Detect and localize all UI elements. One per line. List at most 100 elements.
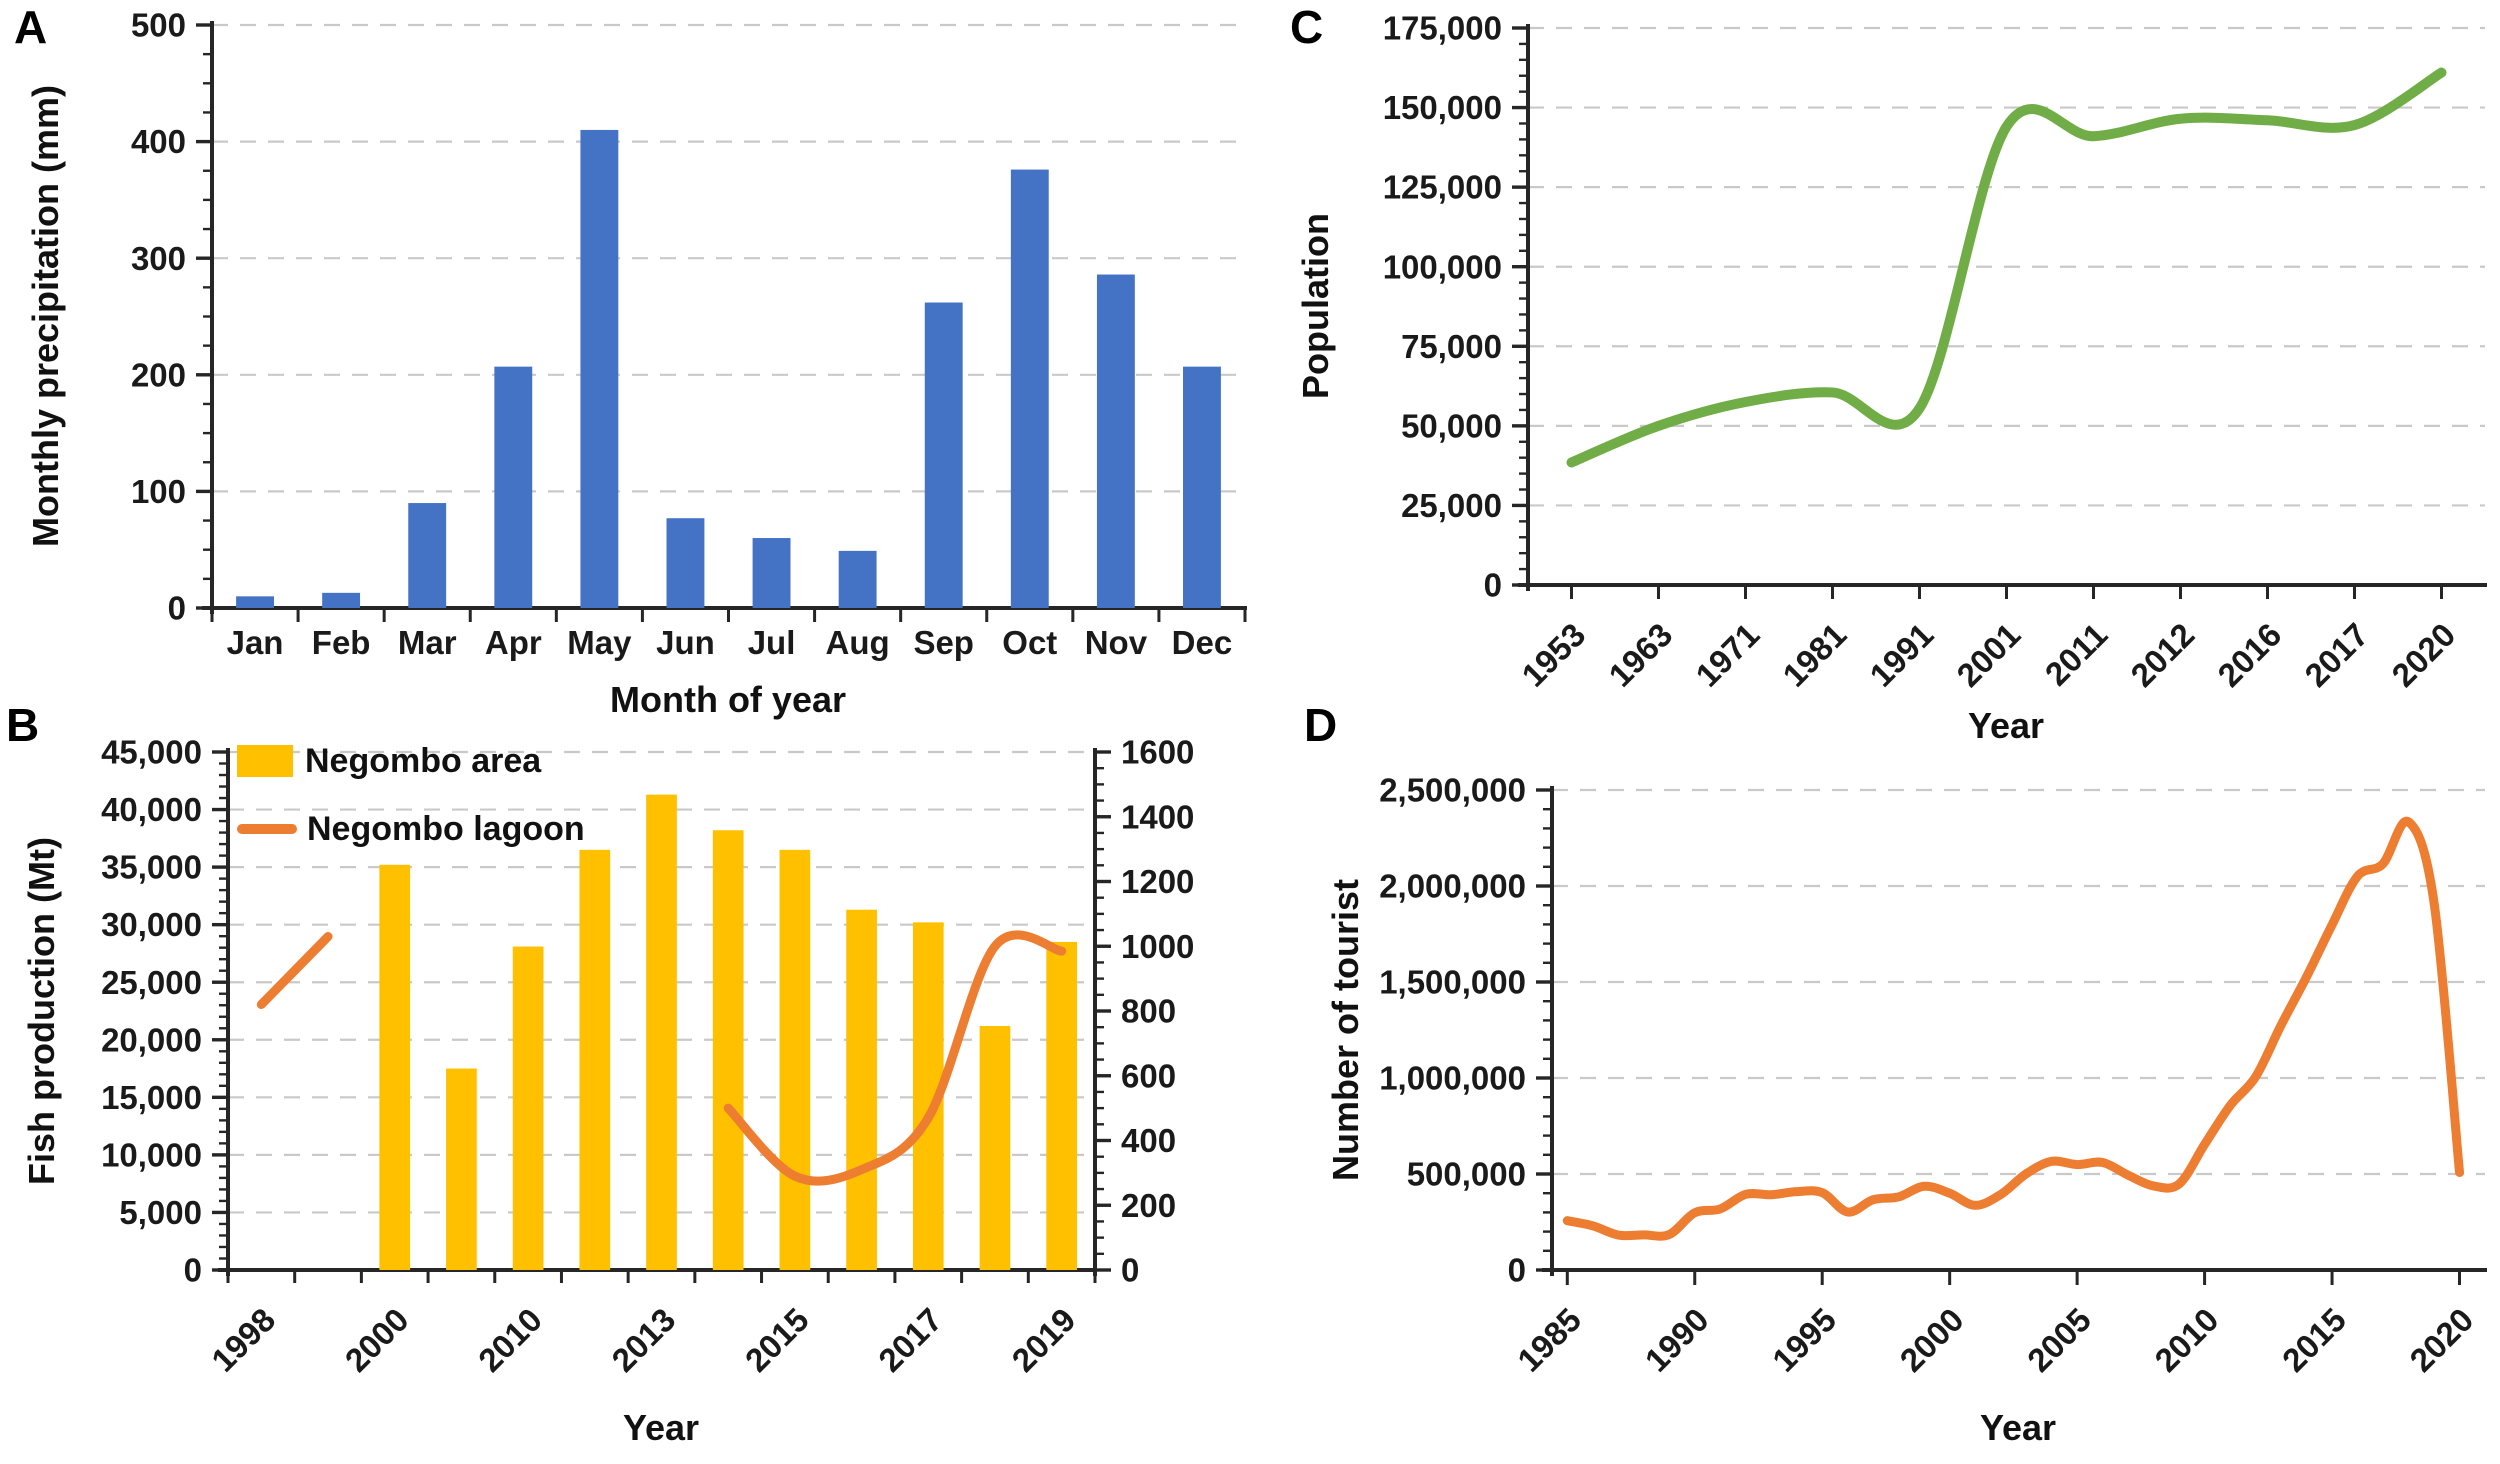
panel-a-ylabel: Monthly precipitation (mm) <box>25 85 66 547</box>
bar <box>1046 941 1077 1270</box>
panel-d-chart: 0 500,000 1,000,000 1,500,000 2,000,000 2,500… <box>1379 772 2487 1379</box>
x-tick-label: 1963 <box>1601 616 1679 694</box>
x-tick-label: 1995 <box>1765 1301 1843 1379</box>
x-tick-label: Dec <box>1172 624 1233 661</box>
x-tick-label: Oct <box>1002 624 1057 661</box>
y-tick-label: 175,000 <box>1383 10 1502 47</box>
y-tick-label: 125,000 <box>1383 169 1502 206</box>
legend-swatch-lagoon <box>237 824 297 834</box>
legend-label-lagoon: Negombo lagoon <box>307 809 585 848</box>
x-tick-label: Apr <box>485 624 542 661</box>
x-tick-label: 1971 <box>1688 616 1766 694</box>
x-tick-label: 2015 <box>738 1301 816 1379</box>
x-tick-label: 2000 <box>338 1301 416 1379</box>
bar-series <box>236 129 1221 609</box>
y-tick-label: 200 <box>1121 1187 1176 1224</box>
y-tick-label: 400 <box>131 123 186 160</box>
gridlines <box>212 23 1245 493</box>
bar <box>494 366 533 608</box>
y-tick-label: 1400 <box>1121 798 1194 835</box>
y-tick-label: 45,000 <box>101 734 202 771</box>
x-tick-label: Jul <box>748 624 796 661</box>
y-tick-label: 40,000 <box>101 791 202 828</box>
x-tick-label: Feb <box>312 624 371 661</box>
panel-a-xlabel: Month of year <box>609 679 847 720</box>
x-tick-label: 1985 <box>1510 1301 1588 1379</box>
y-tick-label: 800 <box>1121 993 1176 1030</box>
x-tick-label: Jan <box>227 624 284 661</box>
x-tick-label: Mar <box>398 624 457 661</box>
y-tick-label: 0 <box>184 1252 202 1289</box>
x-tick-label: 1998 <box>204 1301 282 1379</box>
gridlines <box>1552 788 2485 1176</box>
y-tick-label: 2,500,000 <box>1379 772 1526 809</box>
y-tick-label: 25,000 <box>1401 487 1502 524</box>
left-y-axis: 0 25,000 50,000 75,000 100,000 125,000 150,000… <box>1383 10 1530 604</box>
panel-letter-b: B <box>6 699 40 751</box>
y-tick-label: 1600 <box>1121 734 1194 771</box>
panel-b-xlabel: Year <box>622 1407 700 1448</box>
x-tick-label: Aug <box>826 624 890 661</box>
x-axis: Jan Feb Mar Apr May Jun Jul Aug Sep Oct Nov Dec <box>210 608 1247 661</box>
x-tick-label: 2019 <box>1005 1301 1083 1379</box>
y-tick-label: 10,000 <box>101 1136 202 1173</box>
x-tick-label: 2005 <box>2020 1301 2098 1379</box>
y-tick-label: 400 <box>1121 1122 1176 1159</box>
legend-item-negombo-lagoon: Negombo lagoon <box>237 808 585 850</box>
x-tick-label: 2016 <box>2210 616 2288 694</box>
legend-label-area: Negombo area <box>305 741 542 780</box>
bar <box>712 830 744 1270</box>
bar <box>752 538 791 608</box>
line-series <box>1566 67 2447 468</box>
bar <box>580 129 619 608</box>
y-tick-label: 300 <box>131 240 186 277</box>
line-path <box>256 932 333 1010</box>
y-tick-label: 2,000,000 <box>1379 868 1526 905</box>
panel-c-xlabel: Year <box>1967 705 2045 746</box>
x-tick-label: 2012 <box>2123 616 2201 694</box>
line-path <box>1562 816 2465 1241</box>
x-tick-label: 2010 <box>471 1301 549 1379</box>
x-tick-label: 2000 <box>1893 1301 1971 1379</box>
panel-letter-d: D <box>1304 699 1338 751</box>
x-axis: 1985 1990 1995 2000 2005 2010 2015 2020 <box>1510 1270 2480 1379</box>
panel-b-ylabel: Fish production (Mt) <box>21 837 62 1185</box>
x-tick-label: 2020 <box>2402 1301 2480 1379</box>
bar <box>646 794 677 1270</box>
y-tick-label: 1200 <box>1121 863 1194 900</box>
x-tick-label: 2020 <box>2384 616 2462 694</box>
bar <box>924 302 963 608</box>
line-path <box>723 930 1067 1186</box>
y-tick-label: 1,500,000 <box>1379 964 1526 1001</box>
y-tick-label: 1000 <box>1121 928 1194 965</box>
y-tick-label: 35,000 <box>101 849 202 886</box>
panel-c-ylabel: Population <box>1295 213 1336 399</box>
panel-d-ylabel: Number of tourist <box>1325 879 1366 1181</box>
line-series <box>256 930 1067 1186</box>
x-tick-label: 1953 <box>1514 616 1592 694</box>
y-tick-label: 100,000 <box>1383 248 1502 285</box>
panel-b-legend: Negombo area Negombo lagoon <box>237 740 585 850</box>
x-tick-label: Sep <box>913 624 974 661</box>
y-tick-label: 75,000 <box>1401 328 1502 365</box>
x-tick-label: May <box>567 624 632 661</box>
legend-swatch-area <box>237 745 293 777</box>
y-tick-label: 30,000 <box>101 906 202 943</box>
line-series <box>1562 816 2465 1241</box>
bar <box>408 503 447 608</box>
y-tick-label: 0 <box>1508 1252 1526 1289</box>
x-tick-label: 2010 <box>2147 1301 2225 1379</box>
x-tick-label: 1991 <box>1862 616 1940 694</box>
bar <box>579 849 611 1270</box>
panel-letter-c: C <box>1290 1 1324 53</box>
bar <box>379 864 411 1270</box>
bar <box>846 909 877 1270</box>
bar <box>979 1025 1011 1270</box>
y-tick-label: 1,000,000 <box>1379 1060 1526 1097</box>
right-y-axis: 0 200 400 600 800 1000 1200 1400 1600 <box>1093 734 1194 1289</box>
bar <box>446 1068 477 1270</box>
x-tick-label: Nov <box>1085 624 1148 661</box>
y-tick-label: 5,000 <box>119 1194 202 1231</box>
x-tick-label: 2013 <box>604 1301 682 1379</box>
